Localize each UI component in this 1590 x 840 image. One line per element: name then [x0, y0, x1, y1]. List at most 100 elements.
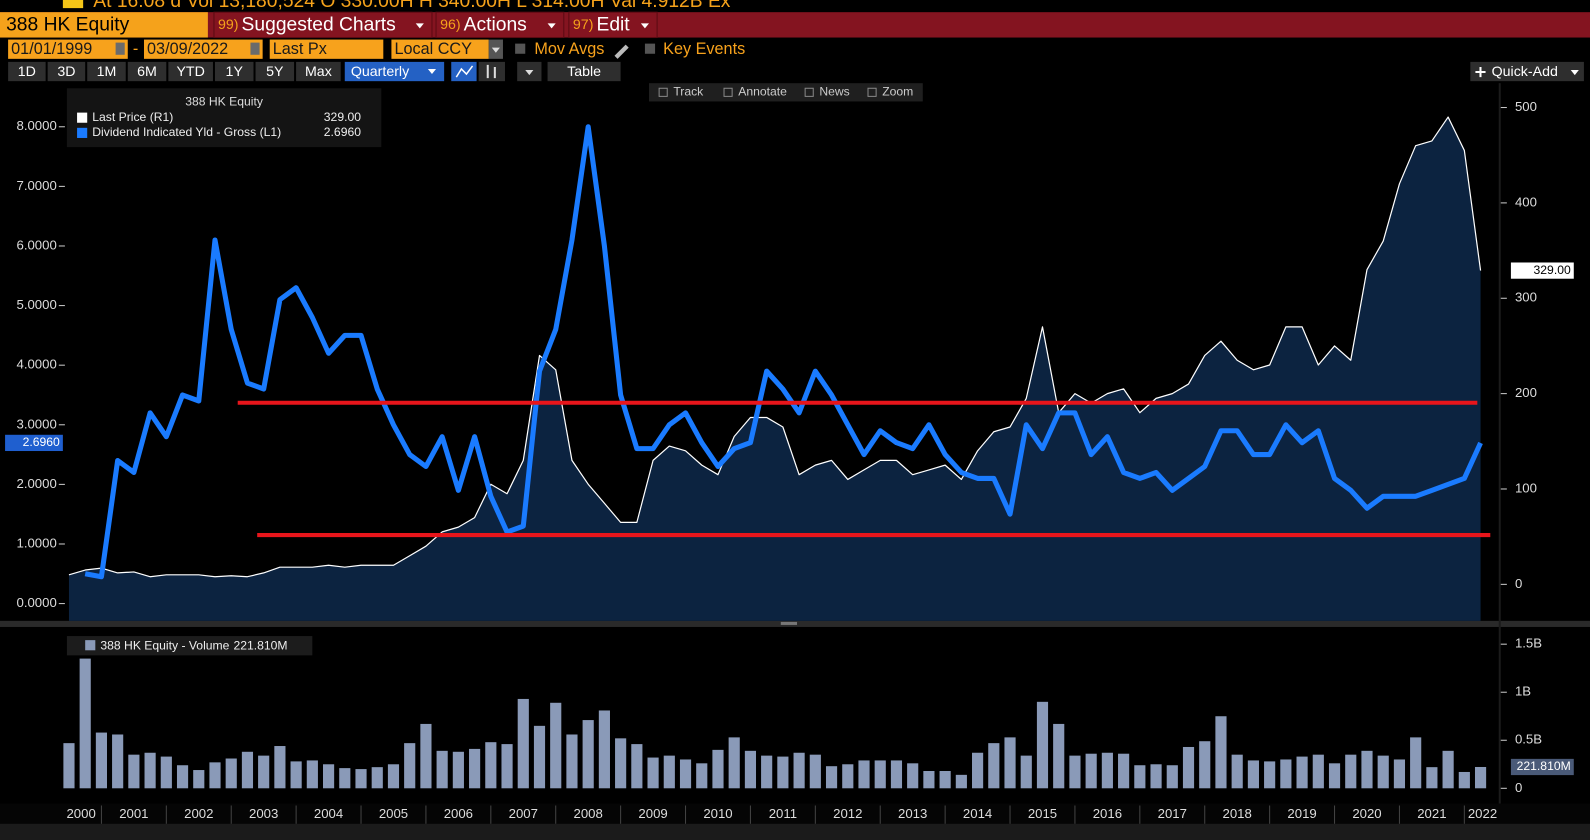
- volume-bar: [712, 749, 724, 789]
- volume-bar: [387, 764, 400, 789]
- chart-tool[interactable]: Zoom: [882, 85, 913, 99]
- table-button[interactable]: [547, 61, 621, 82]
- volume-bar: [907, 763, 919, 789]
- x-tick-label: 2005: [379, 806, 408, 821]
- chart-tool[interactable]: News: [819, 85, 849, 99]
- volume-bar: [858, 760, 870, 789]
- volume-bar: [1166, 765, 1178, 789]
- y-tick-label: 5.0000: [16, 297, 56, 312]
- volume-bar: [988, 743, 1000, 789]
- x-tick-label: 2010: [703, 806, 732, 821]
- volume-bar: [566, 734, 578, 789]
- dropdown-arrow: [415, 23, 424, 29]
- security-box[interactable]: [0, 12, 208, 38]
- period-label: 1D: [18, 64, 36, 80]
- period-button[interactable]: [214, 61, 254, 82]
- legend-value: 2.6960: [324, 125, 361, 139]
- x-tick-label: 2013: [898, 806, 927, 821]
- volume-bar: [1053, 723, 1065, 789]
- chart-tool[interactable]: Annotate: [738, 85, 787, 99]
- period-button[interactable]: [255, 61, 295, 82]
- legend-name: 388 HK Equity - Volume: [100, 638, 229, 652]
- volume-bar: [517, 698, 529, 789]
- period-button[interactable]: [127, 61, 167, 82]
- volume-bar: [890, 760, 903, 789]
- yield-line: [84, 124, 1483, 580]
- x-tick-label: 2008: [574, 806, 603, 821]
- volume-bar: [241, 751, 254, 789]
- y2-tick-label: 200: [1515, 385, 1537, 400]
- volume-bar: [1280, 759, 1292, 789]
- x-tick-label: 2002: [184, 806, 213, 821]
- legend-value: 329.00: [324, 110, 361, 124]
- volume-bar: [1215, 716, 1227, 789]
- quick-add: Quick-Add: [1492, 64, 1558, 80]
- date-start-box[interactable]: [8, 39, 128, 59]
- volume-bar: [95, 732, 107, 789]
- x-tick-label: 2006: [444, 806, 473, 821]
- volume-bar: [1458, 771, 1470, 789]
- date-end-box[interactable]: [143, 39, 263, 59]
- price-line: [68, 116, 1482, 578]
- legend-swatch: [77, 127, 88, 138]
- y2-tick-label: 0: [1515, 576, 1522, 591]
- period-button[interactable]: [296, 61, 341, 82]
- volume-bar: [501, 744, 513, 789]
- y-tick-label: 0.0000: [16, 595, 56, 610]
- volume-bar: [1069, 755, 1081, 789]
- volume-bar: [469, 748, 481, 789]
- key-events-checkbox[interactable]: [644, 43, 656, 54]
- legend-box: [66, 88, 382, 148]
- currency-box[interactable]: [391, 39, 489, 59]
- period-button[interactable]: [168, 61, 213, 82]
- y-tick-label: 7.0000: [16, 178, 56, 193]
- period-button[interactable]: [47, 61, 86, 82]
- period-button[interactable]: [8, 61, 46, 82]
- x-axis-strip: [0, 803, 1590, 824]
- volume-bar: [842, 764, 854, 789]
- volume-bar: [1426, 767, 1438, 789]
- volume-bar: [128, 754, 140, 789]
- menu-button[interactable]: [435, 11, 565, 39]
- legend-swatch: [85, 640, 96, 651]
- key-events: Key Events: [663, 40, 745, 58]
- x-tick-label: 2001: [119, 806, 148, 821]
- frequency: Quarterly: [351, 64, 410, 80]
- tool-icon: [723, 87, 733, 97]
- menu-number: 99): [218, 17, 239, 33]
- volume-bar: [696, 763, 708, 789]
- volume-bar: [371, 767, 383, 789]
- menu-button[interactable]: [213, 11, 433, 39]
- volume-bar: [793, 752, 805, 789]
- bar-chart-button[interactable]: [478, 61, 505, 82]
- volume-bar: [809, 754, 821, 789]
- y-tick-label: 0.5B: [1515, 732, 1542, 747]
- dropdown-arrow: [491, 47, 500, 53]
- volume-bar: [209, 762, 221, 789]
- volume-badge: [1510, 758, 1574, 776]
- volume-bar: [420, 723, 432, 789]
- period-button[interactable]: [87, 61, 126, 82]
- frequency-button[interactable]: [344, 61, 445, 82]
- volume-bar: [939, 771, 951, 789]
- status-strip: [0, 823, 1590, 840]
- volume-bar: [1328, 763, 1341, 789]
- legend-title: 388 HK Equity: [185, 95, 264, 109]
- volume-bar: [1361, 750, 1373, 789]
- mov-avgs-checkbox[interactable]: [515, 43, 526, 54]
- y2-tick-label: 400: [1515, 194, 1537, 209]
- volume-bar: [1296, 756, 1308, 789]
- right-axis-border: [1498, 83, 1501, 804]
- dropdown-arrow: [1570, 70, 1579, 76]
- chart-tool[interactable]: Track: [673, 85, 704, 99]
- volume-bar: [452, 751, 464, 789]
- volume-bar: [306, 760, 318, 789]
- quick-add-button[interactable]: [1470, 61, 1584, 82]
- tool-icon: [804, 87, 814, 97]
- price-badge: [1510, 262, 1574, 279]
- volume-bar: [144, 752, 156, 789]
- volume-bar: [160, 756, 172, 789]
- field-box[interactable]: [269, 39, 384, 59]
- x-tick-label: 2017: [1158, 806, 1187, 821]
- volume-bar: [647, 757, 659, 789]
